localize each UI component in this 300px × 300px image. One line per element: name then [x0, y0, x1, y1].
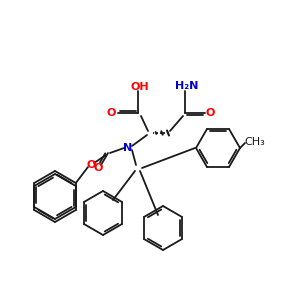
Text: H₂N: H₂N: [175, 81, 199, 91]
Text: O: O: [205, 108, 215, 118]
Text: O: O: [86, 160, 96, 170]
Text: O: O: [93, 163, 103, 173]
Text: O: O: [106, 108, 116, 118]
Text: OH: OH: [131, 82, 149, 92]
Text: N: N: [123, 143, 133, 153]
Text: CH₃: CH₃: [244, 137, 265, 147]
